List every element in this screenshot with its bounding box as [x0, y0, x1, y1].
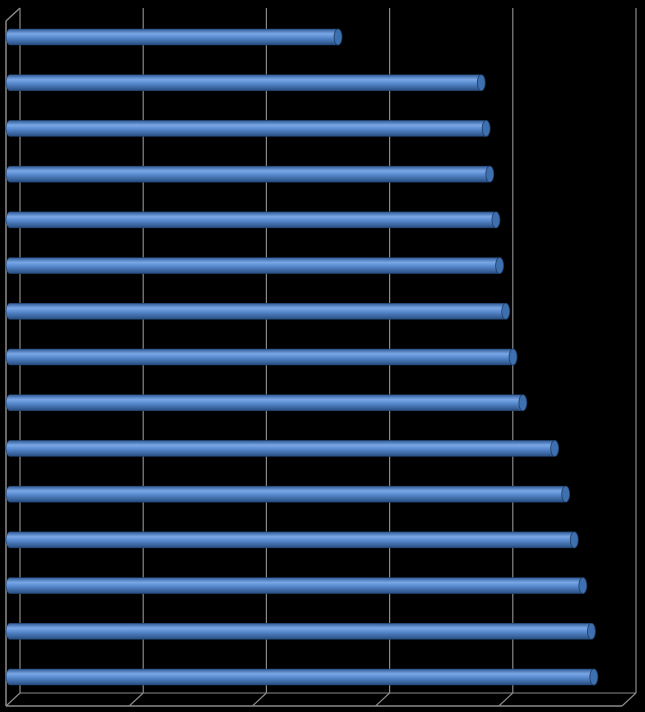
bar [5, 577, 588, 594]
left-wall-top [5, 7, 21, 22]
bar [5, 668, 599, 686]
grid-floor-line [5, 692, 21, 707]
bar [5, 531, 579, 549]
bar [5, 348, 518, 366]
bar [5, 394, 528, 412]
grid-floor-line [621, 692, 637, 707]
bar-cap [587, 622, 596, 640]
bar-cap [589, 668, 599, 686]
bar [5, 440, 559, 457]
bar-cap [569, 531, 579, 549]
bar-cap [550, 440, 560, 457]
bar [5, 302, 510, 320]
bar [5, 257, 504, 274]
bar [5, 120, 491, 137]
bar-cap [491, 211, 501, 229]
bar-cap [333, 28, 343, 46]
bar [5, 74, 486, 92]
bar [5, 485, 570, 503]
bar [5, 211, 501, 229]
grid-floor-line [128, 692, 144, 707]
bar-cap [561, 485, 571, 503]
bar-cap [481, 120, 491, 137]
bar-cap [518, 394, 528, 412]
bar [5, 28, 343, 46]
grid-floor-line [375, 692, 391, 707]
bar-cap [495, 257, 505, 274]
bar [5, 622, 596, 640]
grid-floor-line [498, 692, 514, 707]
grid-floor-line [251, 692, 267, 707]
bar-cap [501, 302, 511, 320]
bar-cap [485, 165, 495, 183]
bar-cap [508, 348, 518, 366]
bar-cap [578, 577, 588, 594]
bar [5, 165, 495, 183]
bar-cap [476, 74, 486, 92]
